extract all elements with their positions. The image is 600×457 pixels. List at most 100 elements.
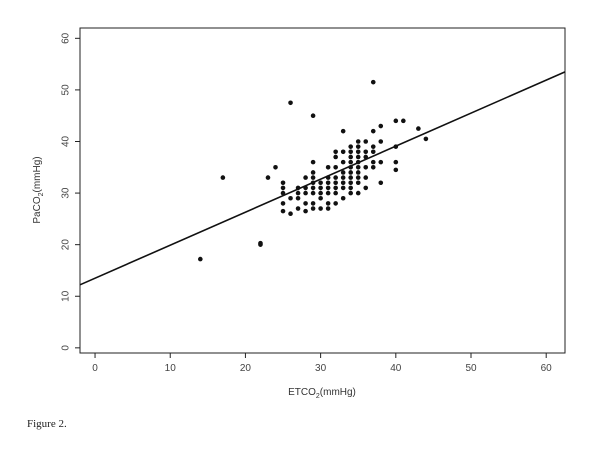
data-point (340, 128, 346, 134)
data-point (363, 149, 369, 155)
data-point (295, 206, 301, 211)
x-tick-label: 0 (92, 363, 98, 374)
data-point (378, 180, 384, 186)
data-point (340, 180, 346, 186)
data-point (318, 190, 323, 196)
x-tick-label: 60 (541, 363, 553, 374)
data-point (265, 175, 271, 180)
regression-line (79, 71, 566, 286)
data-point (363, 175, 369, 180)
data-point (288, 195, 293, 201)
data-point (370, 128, 376, 134)
data-point (378, 139, 384, 144)
data-point (348, 144, 353, 149)
data-point (348, 175, 353, 180)
data-point (363, 164, 369, 170)
data-point (355, 170, 361, 175)
data-point (333, 164, 338, 170)
data-point (273, 164, 278, 170)
data-point (318, 206, 323, 211)
data-point (363, 139, 369, 144)
data-point (340, 159, 346, 165)
data-point (310, 201, 316, 206)
data-point (310, 190, 316, 196)
x-axis: 0 10 20 30 40 50 60 (92, 353, 552, 374)
data-points (198, 79, 429, 262)
data-point (348, 154, 353, 160)
data-point (333, 175, 338, 180)
data-point (325, 180, 331, 186)
plot-frame (79, 27, 566, 354)
data-point (393, 118, 399, 124)
data-point (363, 185, 369, 191)
y-tick-label: 20 (61, 239, 72, 251)
data-point (348, 149, 353, 155)
data-point (318, 180, 323, 186)
data-point (303, 190, 308, 196)
data-point (280, 208, 286, 214)
data-point (258, 242, 263, 247)
data-point (378, 159, 384, 165)
data-point (370, 79, 376, 85)
data-point (318, 185, 323, 191)
data-point (370, 159, 376, 165)
data-point (280, 180, 286, 186)
data-point (355, 149, 361, 155)
y-axis-label: PaCO2(mmHg) (32, 156, 45, 223)
data-point (370, 144, 376, 149)
y-tick-label: 0 (61, 345, 72, 351)
data-point (348, 190, 353, 196)
data-point (310, 206, 316, 211)
data-point (333, 201, 338, 206)
data-point (355, 144, 361, 149)
data-point (401, 118, 406, 124)
data-point (340, 175, 346, 180)
data-point (340, 195, 346, 201)
data-point (355, 139, 361, 144)
data-point (288, 100, 293, 106)
data-point (355, 175, 361, 180)
x-axis-label: ETCO2(mmHg) (288, 387, 356, 400)
data-point (310, 159, 316, 165)
data-point (355, 164, 361, 170)
data-point (295, 190, 301, 196)
data-point (310, 113, 316, 118)
data-point (325, 185, 331, 191)
data-point (280, 190, 286, 196)
y-tick-label: 10 (61, 290, 72, 302)
data-point (295, 195, 301, 201)
x-tick-label: 40 (390, 363, 402, 374)
data-point (325, 164, 331, 170)
figure-caption: Figure 2. (27, 418, 67, 430)
x-tick-label: 20 (240, 363, 252, 374)
y-tick-label: 30 (61, 187, 72, 199)
data-point (340, 170, 346, 175)
data-point (325, 190, 331, 196)
data-point (280, 185, 286, 191)
data-point (325, 201, 331, 206)
data-point (348, 159, 353, 165)
data-point (340, 149, 346, 155)
y-axis: 0 10 20 30 40 50 60 (61, 32, 80, 351)
data-point (310, 185, 316, 191)
data-point (378, 123, 384, 129)
data-point (303, 201, 308, 206)
data-point (333, 190, 338, 196)
data-point (355, 180, 361, 186)
data-point (198, 256, 203, 262)
data-point (310, 170, 316, 175)
data-point (288, 211, 293, 217)
data-point (393, 167, 399, 173)
data-point (348, 170, 353, 175)
data-point (303, 175, 308, 180)
data-point (416, 126, 421, 131)
data-point (370, 164, 376, 170)
data-point (423, 136, 429, 142)
data-point (220, 175, 226, 180)
data-point (340, 185, 346, 191)
data-point (355, 190, 361, 196)
data-point (318, 195, 323, 201)
data-point (310, 175, 316, 180)
x-tick-label: 50 (465, 363, 477, 374)
